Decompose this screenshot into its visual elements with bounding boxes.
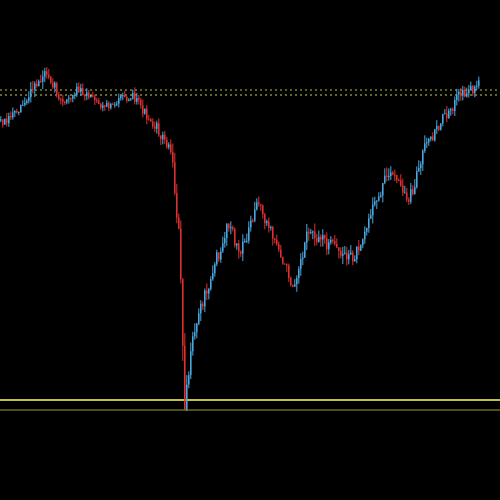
- chart-canvas: [0, 0, 500, 500]
- candlestick-chart: [0, 0, 500, 500]
